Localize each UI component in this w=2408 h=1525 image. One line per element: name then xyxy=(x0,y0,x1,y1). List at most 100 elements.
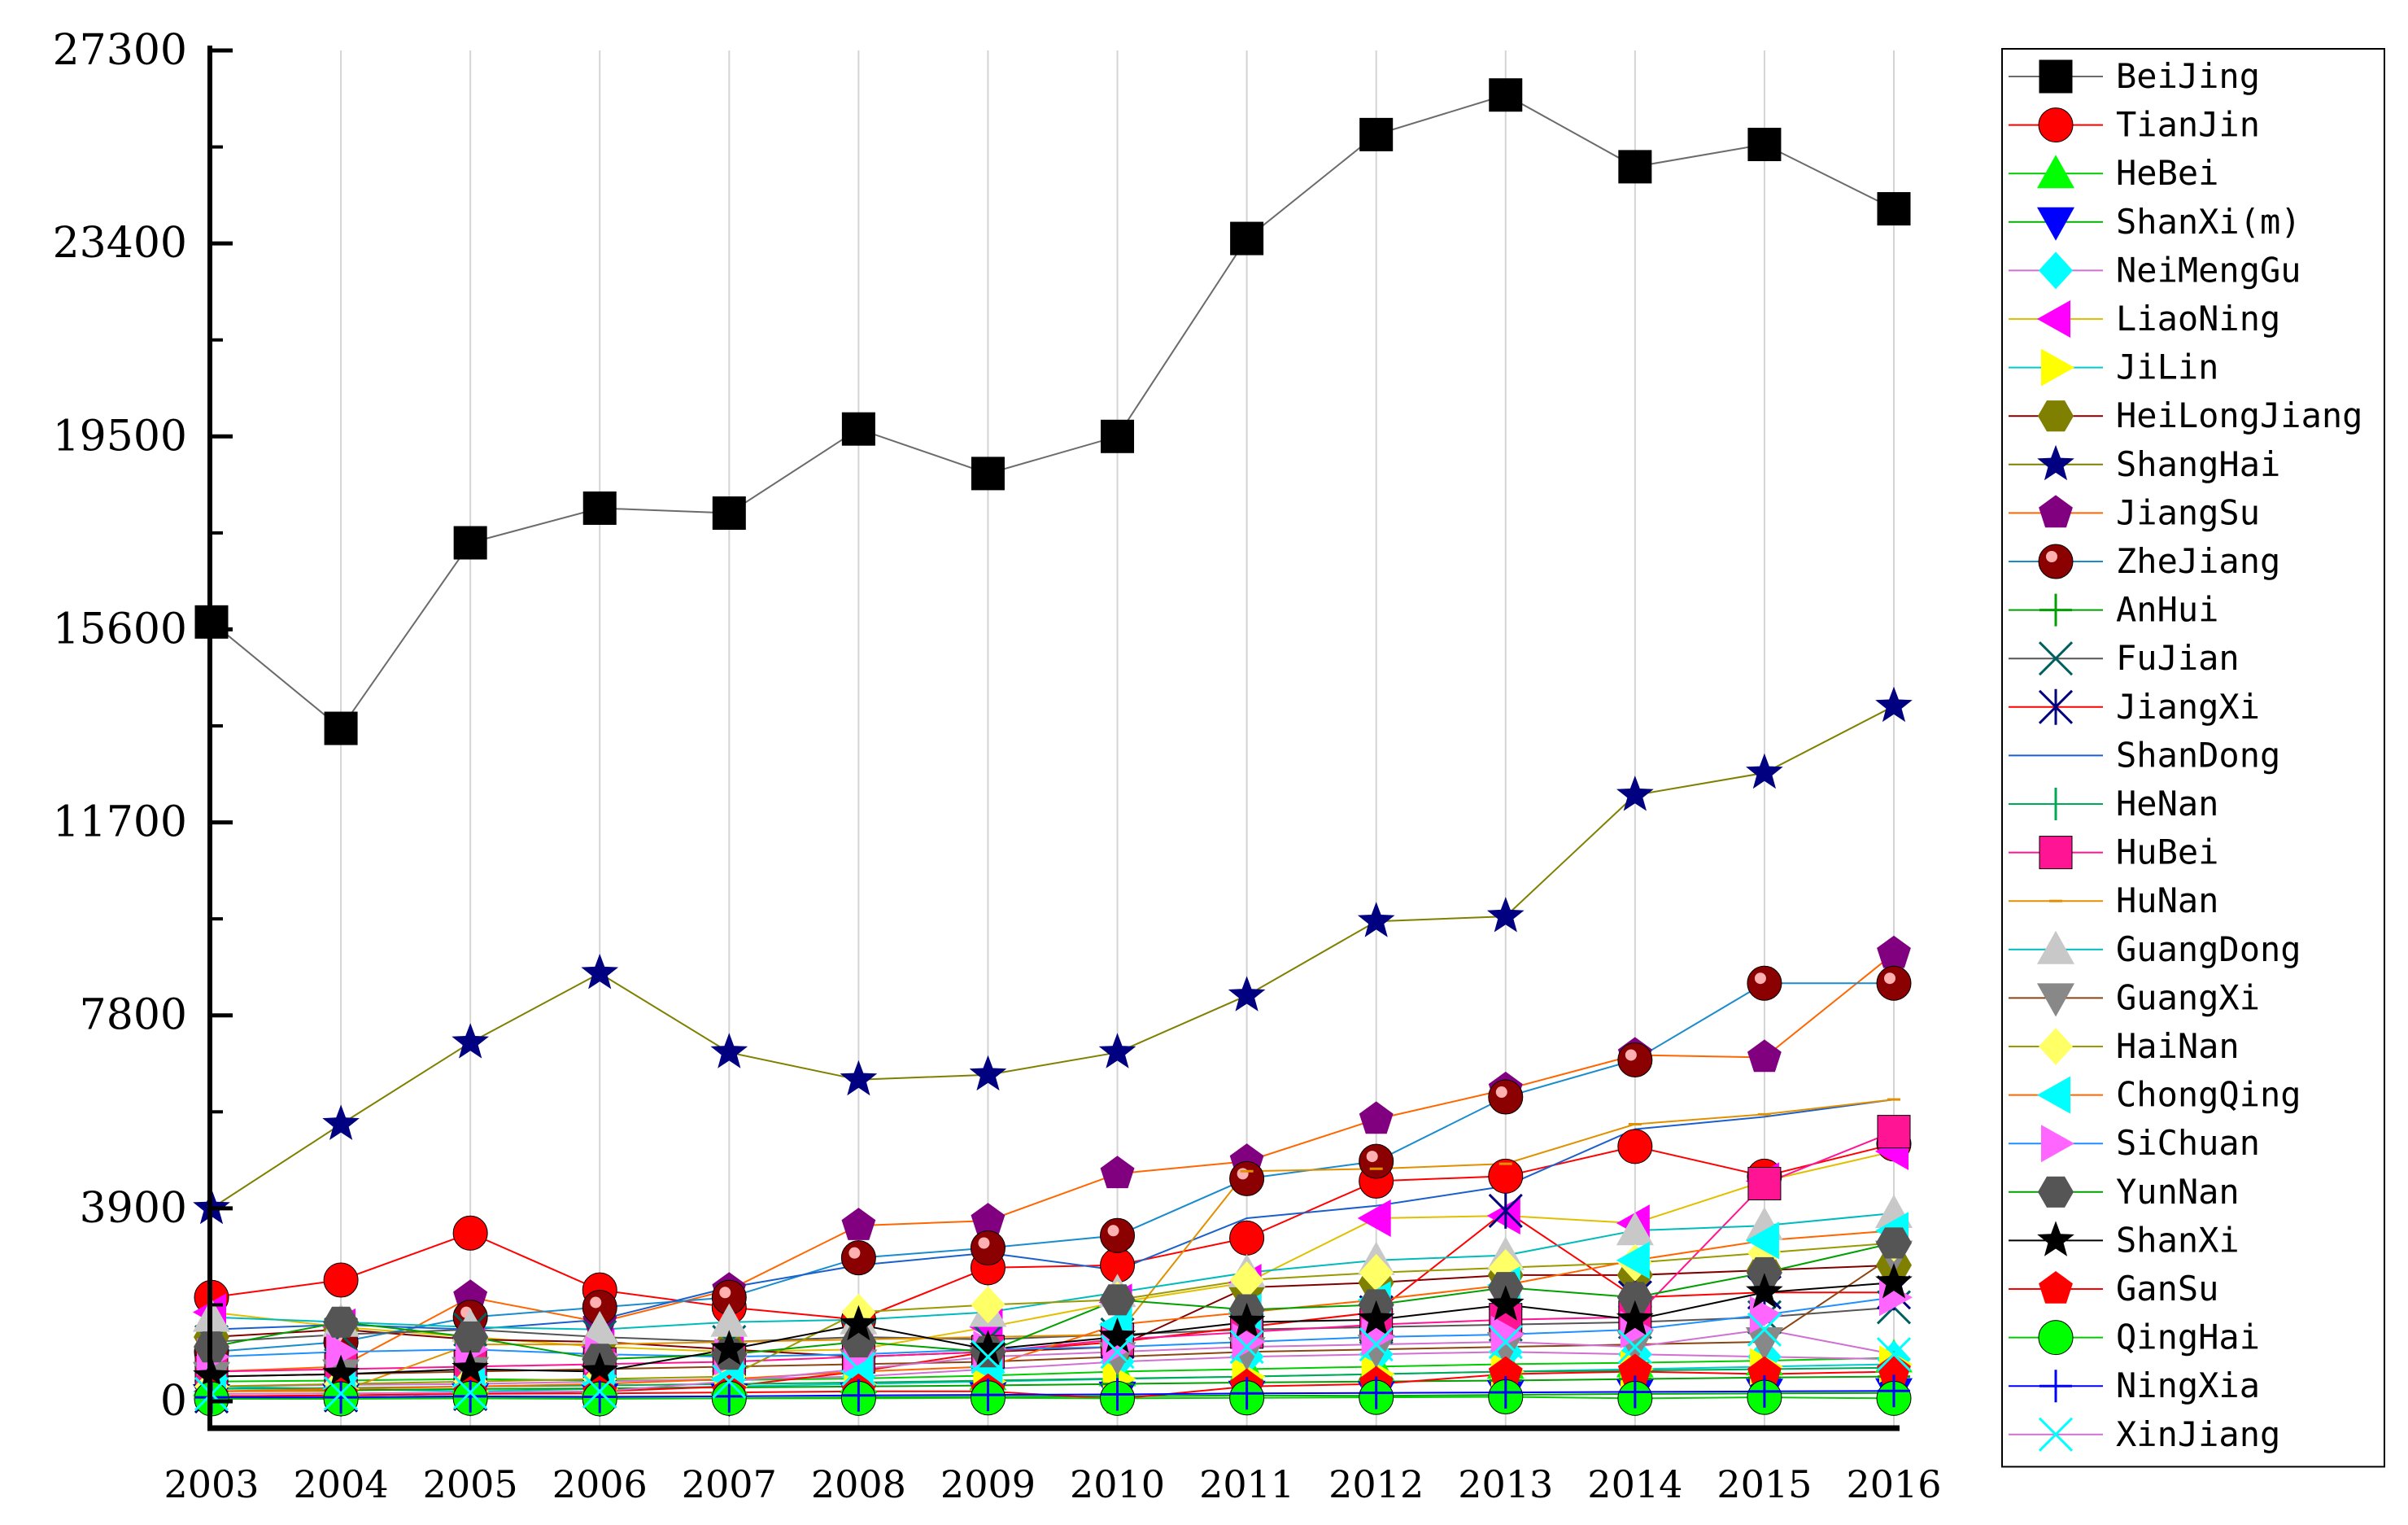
legend-label: ZheJiang xyxy=(2116,541,2280,581)
data-point xyxy=(1747,1166,1782,1200)
data-point xyxy=(1359,1327,1394,1362)
legend-marker xyxy=(2039,1370,2072,1403)
legend-label: HaiNan xyxy=(2116,1026,2240,1066)
legend: BeiJing TianJin HeBei ShanXi(m) NeiMengGu Lia… xyxy=(2001,48,2385,1468)
x-tick-label: 2013 xyxy=(1458,1462,1553,1506)
data-point xyxy=(452,1215,488,1251)
data-point xyxy=(1098,1033,1136,1068)
legend-item: HaiNan xyxy=(2009,1026,2240,1066)
legend-item: JiangSu xyxy=(2009,492,2260,532)
data-point xyxy=(1878,1374,1910,1408)
legend-marker xyxy=(2038,544,2074,579)
legend-label: QingHai xyxy=(2116,1317,2260,1357)
legend-label: XinJiang xyxy=(2116,1414,2280,1454)
data-point xyxy=(969,1330,1007,1366)
data-point xyxy=(1747,1312,1782,1347)
data-point xyxy=(1617,1129,1653,1165)
data-point xyxy=(1101,1378,1134,1411)
legend-marker xyxy=(2037,1221,2074,1256)
data-point xyxy=(453,526,487,560)
data-point xyxy=(1099,1284,1136,1316)
data-point xyxy=(969,1055,1007,1091)
data-point xyxy=(326,1333,360,1371)
y-tick-label: 7800 xyxy=(80,991,187,1040)
legend-item: GanSu xyxy=(2009,1269,2218,1309)
data-point xyxy=(452,1023,489,1059)
series-markers-tianjin xyxy=(194,1126,1912,1338)
data-point xyxy=(1100,1156,1135,1189)
data-point xyxy=(1230,1377,1263,1410)
data-point xyxy=(971,1286,1006,1324)
x-tick-label: 2014 xyxy=(1587,1462,1682,1506)
series-lines xyxy=(211,94,1895,1400)
legend-item: GuangXi xyxy=(2009,977,2260,1017)
legend-marker xyxy=(2037,207,2074,241)
data-point xyxy=(1876,1337,1912,1372)
data-point xyxy=(452,1349,489,1385)
legend-marker xyxy=(2038,688,2074,725)
data-point xyxy=(582,1374,617,1409)
legend-item: TianJin xyxy=(2009,105,2260,145)
series-line-anhui xyxy=(211,1375,1895,1392)
legend-marker xyxy=(2039,593,2072,627)
data-point xyxy=(1230,221,1264,256)
data-point xyxy=(1359,1253,1394,1291)
data-point xyxy=(840,1060,878,1096)
legend-label: FuJian xyxy=(2116,638,2240,678)
y-tick-label: 19500 xyxy=(53,412,187,461)
legend-label: JiangXi xyxy=(2116,687,2260,727)
data-point xyxy=(1489,78,1523,112)
data-point xyxy=(1618,1375,1651,1409)
legend-marker xyxy=(2038,400,2074,432)
legend-label: ShanXi xyxy=(2116,1220,2240,1260)
data-point xyxy=(1745,1221,1779,1260)
data-point xyxy=(1359,1143,1394,1179)
data-point xyxy=(581,1352,619,1387)
y-tick-label: 15600 xyxy=(53,605,187,653)
legend-marker xyxy=(2037,930,2074,964)
legend-marker xyxy=(2039,59,2073,94)
data-point xyxy=(1359,1376,1393,1409)
data-point xyxy=(1488,1079,1524,1115)
data-point xyxy=(1488,1324,1523,1360)
legend-marker xyxy=(2038,1176,2074,1208)
data-point xyxy=(1490,1315,1525,1353)
data-point xyxy=(1617,1330,1652,1365)
legend-item: ShanXi xyxy=(2009,1220,2240,1260)
data-point xyxy=(1488,1192,1523,1229)
data-point xyxy=(325,1381,358,1414)
x-tick-label: 2012 xyxy=(1328,1462,1424,1506)
x-tick-label: 2015 xyxy=(1717,1462,1812,1506)
series-markers-xinjiang xyxy=(194,1312,1912,1411)
data-point xyxy=(1747,1039,1782,1073)
legend-label: BeiJing xyxy=(2116,56,2260,96)
legend-item: XinJiang xyxy=(2009,1414,2280,1454)
legend-label: AnHui xyxy=(2116,590,2218,630)
legend-label: YunNan xyxy=(2116,1172,2240,1212)
series-line-liaoning xyxy=(211,1150,1895,1353)
data-point xyxy=(1228,1302,1266,1339)
data-point xyxy=(1101,419,1135,453)
series-line-hebei xyxy=(211,1357,1895,1383)
series-line-fujian xyxy=(211,1306,1895,1344)
legend-label: NingXia xyxy=(2116,1366,2260,1405)
data-point xyxy=(1747,1374,1781,1408)
series-markers-shanghai xyxy=(193,686,1913,1225)
data-point xyxy=(1877,1115,1911,1149)
x-tick-label: 2007 xyxy=(682,1462,777,1506)
series-line-heilongjiang xyxy=(211,1264,1895,1358)
data-point xyxy=(840,1240,876,1276)
legend-marker xyxy=(2039,836,2073,870)
legend-marker xyxy=(2039,251,2073,290)
series-line-jiangsu xyxy=(211,952,1895,1373)
legend-marker xyxy=(2038,1320,2074,1356)
legend-label: HeNan xyxy=(2116,784,2218,824)
legend-marker xyxy=(2037,444,2074,481)
legend-label: TianJin xyxy=(2116,105,2260,145)
data-point xyxy=(710,1303,748,1337)
legend-marker xyxy=(2038,641,2074,676)
legend-item: NingXia xyxy=(2009,1366,2260,1405)
x-tick-label: 2009 xyxy=(940,1462,1036,1506)
data-point xyxy=(1100,1217,1136,1253)
data-point xyxy=(582,491,617,525)
